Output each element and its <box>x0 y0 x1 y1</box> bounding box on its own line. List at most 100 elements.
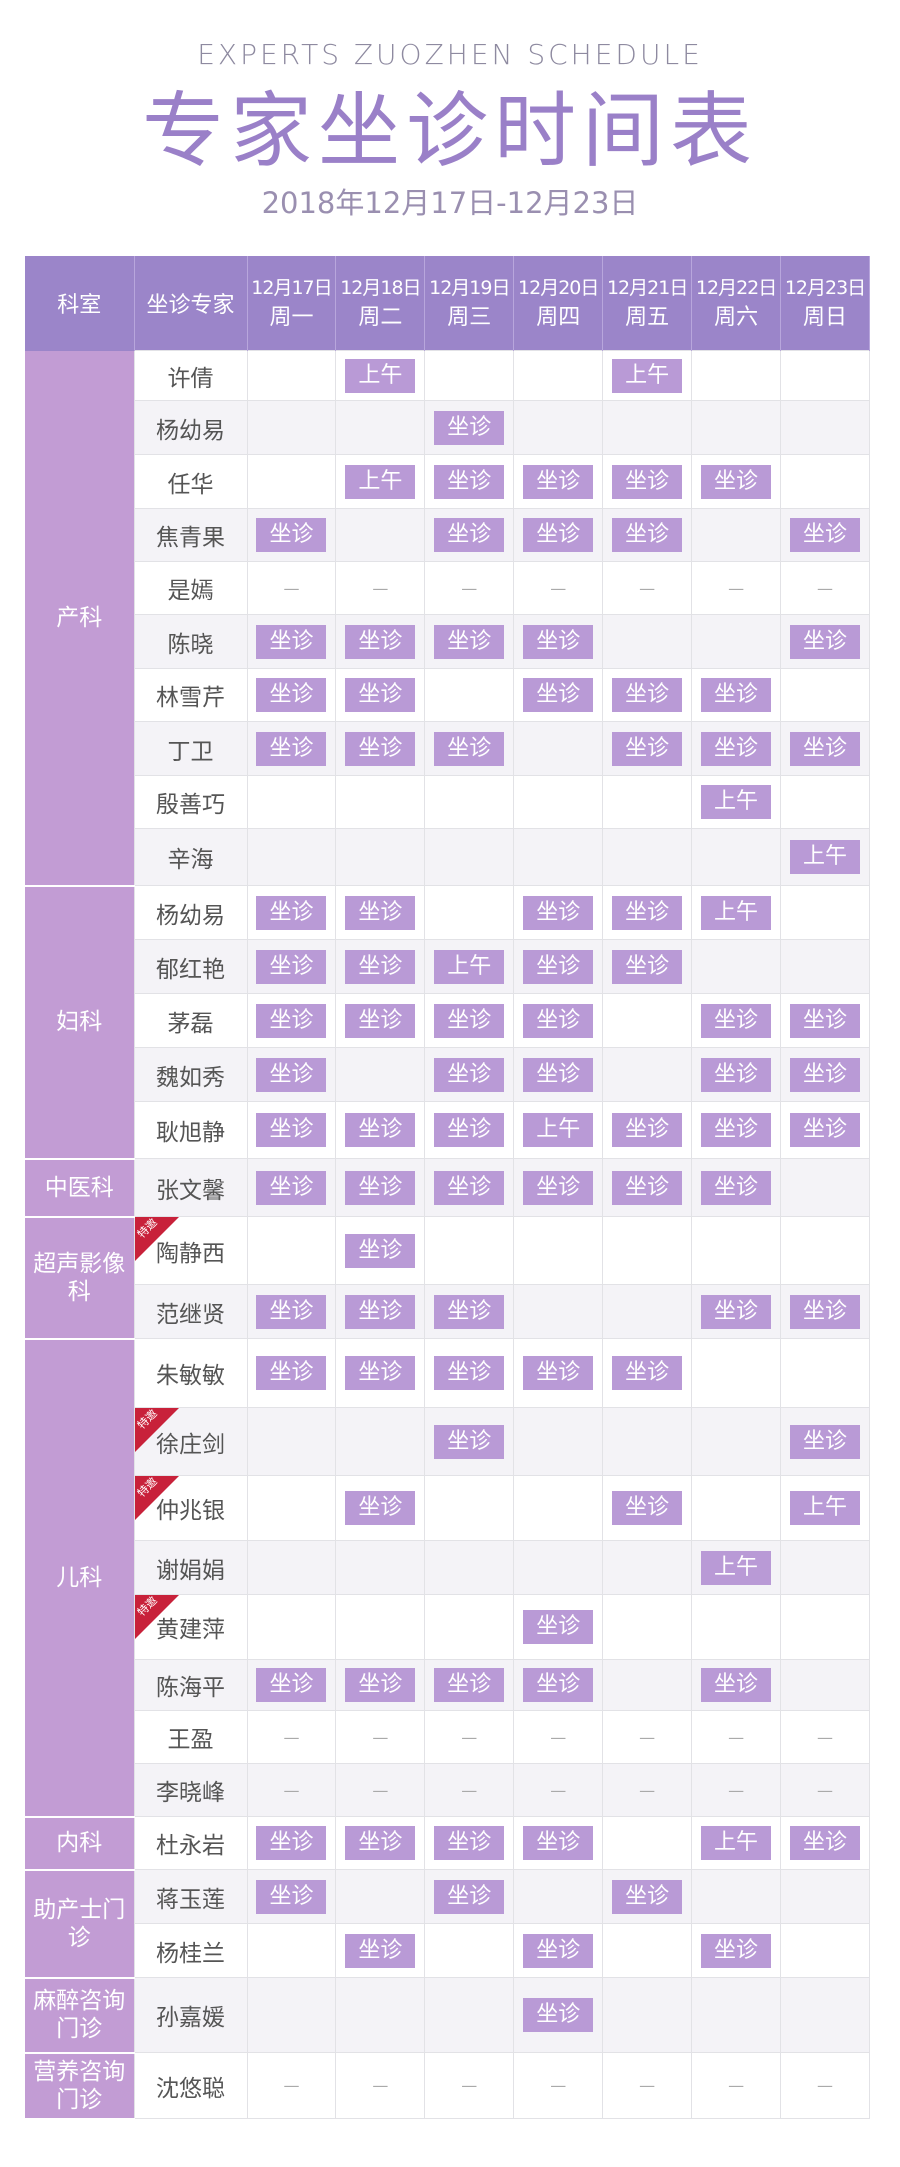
schedule-cell: — <box>691 2052 782 2119</box>
schedule-cell <box>602 1284 693 1339</box>
schedule-cell <box>246 400 337 455</box>
badge-full-day: 坐诊 <box>434 1879 505 1914</box>
schedule-cell <box>691 828 782 886</box>
schedule-cell <box>691 1977 782 2053</box>
schedule-cell: 上午 <box>602 350 693 401</box>
day-date: 12月19日 <box>429 277 510 299</box>
badge-full-day: 坐诊 <box>256 1668 327 1702</box>
schedule-cell: 坐诊 <box>691 721 782 776</box>
schedule-cell: 坐诊 <box>246 993 337 1048</box>
table-row: 杨幼易 坐诊 <box>25 400 870 455</box>
schedule-cell <box>424 1977 515 2053</box>
schedule-cell: 坐诊 <box>246 614 337 669</box>
badge-full-day: 坐诊 <box>434 1057 505 1092</box>
badge-full-day: 坐诊 <box>523 1668 594 1702</box>
schedule-cell: 坐诊 <box>424 993 515 1048</box>
no-clinic-dash: — <box>550 2076 567 2095</box>
badge-full-day: 坐诊 <box>612 1170 683 1205</box>
no-clinic-dash: — <box>283 578 300 598</box>
schedule-cell <box>602 828 693 886</box>
schedule-cell: 坐诊 <box>602 1158 693 1217</box>
day-weekday: 周六 <box>714 305 759 330</box>
schedule-cell: 坐诊 <box>513 508 604 562</box>
schedule-cell <box>780 1594 870 1660</box>
badge-full-day: 坐诊 <box>256 624 327 659</box>
schedule-cell: 坐诊 <box>602 1475 693 1541</box>
schedule-cell: 坐诊 <box>335 1284 426 1339</box>
schedule-cell: — <box>602 2052 693 2119</box>
expert-name-cell: 张文馨 <box>133 1158 248 1217</box>
schedule-cell: — <box>691 1763 782 1817</box>
no-clinic-dash: — <box>817 1780 834 1800</box>
no-clinic-dash: — <box>283 1780 300 1800</box>
schedule-cell: 坐诊 <box>335 993 426 1048</box>
schedule-cell <box>335 1594 426 1660</box>
schedule-cell: 坐诊 <box>691 1047 782 1102</box>
expert-name: 杨幼易 <box>156 417 225 444</box>
badge-full-day: 坐诊 <box>256 1170 327 1205</box>
schedule-cell <box>424 1923 515 1978</box>
schedule-cell: — <box>602 1710 693 1764</box>
badge-full-day: 坐诊 <box>434 1356 505 1390</box>
expert-name-cell: 辛海 <box>133 828 248 886</box>
schedule-cell <box>602 1659 693 1711</box>
schedule-cell <box>513 1216 604 1285</box>
schedule-cell <box>513 721 604 776</box>
badge-full-day: 坐诊 <box>612 464 683 499</box>
special-invite-ribbon <box>134 1595 179 1639</box>
badge-full-day: 坐诊 <box>612 895 683 930</box>
table-row: 特邀 黄建萍 坐诊 <box>25 1594 870 1660</box>
expert-name-cell: 任华 <box>133 454 248 509</box>
expert-name-cell: 茅磊 <box>133 993 248 1048</box>
schedule-cell: 坐诊 <box>691 1284 782 1339</box>
expert-name: 许倩 <box>167 365 214 392</box>
no-clinic-dash: — <box>639 578 656 598</box>
table-row: 林雪芹 坐诊 坐诊 坐诊 坐诊 坐诊 <box>25 668 870 722</box>
schedule-cell <box>246 828 337 886</box>
expert-name: 辛海 <box>167 847 214 873</box>
expert-name: 林雪芹 <box>156 685 225 711</box>
no-clinic-dash: — <box>728 578 745 598</box>
schedule-cell: 坐诊 <box>602 1338 693 1408</box>
column-header-dept: 科室 <box>25 256 135 351</box>
badge-full-day: 坐诊 <box>345 949 416 984</box>
no-clinic-dash: — <box>461 1727 478 1747</box>
schedule-cell: 坐诊 <box>780 1284 870 1339</box>
badge-full-day: 坐诊 <box>256 518 327 552</box>
schedule-table: 科室 坐诊专家 12月17日 周一 12月18日 周二 12月19日 周三 12月20日 周四… <box>25 256 870 2120</box>
schedule-cell: — <box>424 2052 515 2119</box>
schedule-cell <box>780 668 870 722</box>
schedule-cell: — <box>424 1763 515 1817</box>
schedule-cell <box>335 1540 426 1595</box>
schedule-cell: 坐诊 <box>424 1659 515 1711</box>
schedule-cell: 坐诊 <box>602 508 693 562</box>
expert-name: 茅磊 <box>167 1010 214 1037</box>
table-row: 茅磊 坐诊 坐诊 坐诊 坐诊 坐诊 坐诊 <box>25 993 870 1048</box>
expert-name: 张文馨 <box>156 1177 225 1204</box>
badge-full-day: 坐诊 <box>701 731 772 766</box>
schedule-cell: 坐诊 <box>602 1101 693 1159</box>
schedule-cell <box>602 1923 693 1978</box>
badge-full-day: 坐诊 <box>701 1933 772 1968</box>
badge-full-day: 坐诊 <box>790 1294 861 1329</box>
schedule-cell: 坐诊 <box>691 993 782 1048</box>
special-invite-ribbon <box>134 1408 179 1452</box>
schedule-cell <box>424 1594 515 1660</box>
schedule-cell: 坐诊 <box>602 939 693 994</box>
badge-full-day: 坐诊 <box>345 678 416 712</box>
schedule-cell <box>691 1475 782 1541</box>
schedule-cell: — <box>513 1763 604 1817</box>
badge-full-day: 坐诊 <box>523 949 594 984</box>
schedule-cell <box>780 1923 870 1978</box>
table-row: 辛海 上午 <box>25 828 870 886</box>
badge-full-day: 坐诊 <box>434 1668 505 1702</box>
schedule-cell: 坐诊 <box>335 1659 426 1711</box>
department-cell: 助产士门诊 <box>25 1869 134 1979</box>
schedule-cell <box>780 1659 870 1711</box>
schedule-cell <box>335 1407 426 1476</box>
expert-name-cell: 杨桂兰 <box>133 1923 248 1978</box>
schedule-cell: 坐诊 <box>424 1101 515 1159</box>
schedule-cell <box>246 775 337 829</box>
schedule-cell: 坐诊 <box>335 1475 426 1541</box>
expert-name: 蒋玉莲 <box>156 1886 225 1913</box>
